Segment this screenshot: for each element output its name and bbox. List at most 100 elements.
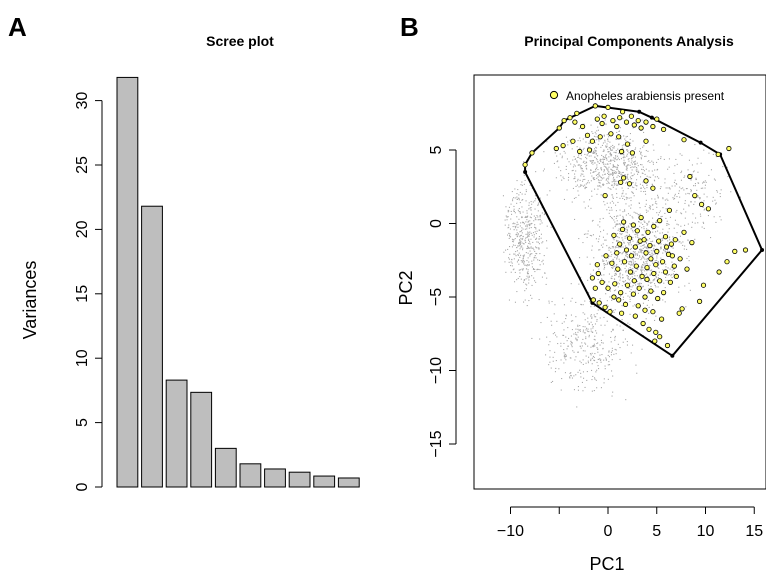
background-point: [597, 241, 599, 243]
background-point: [662, 269, 664, 271]
background-point: [570, 374, 572, 376]
background-point: [611, 370, 613, 372]
background-point: [616, 233, 618, 235]
background-point: [530, 207, 532, 209]
background-point: [707, 215, 709, 217]
arabiensis-point: [621, 259, 628, 265]
background-point: [608, 147, 610, 149]
arabiensis-point: [687, 173, 693, 180]
background-point: [704, 187, 706, 189]
background-point: [643, 220, 645, 222]
background-point: [662, 239, 664, 241]
background-point: [692, 171, 694, 173]
background-point: [634, 164, 636, 166]
background-point: [619, 172, 621, 174]
background-point: [592, 346, 594, 348]
background-point: [656, 176, 658, 178]
background-point: [514, 238, 516, 240]
background-point: [537, 247, 539, 249]
background-point: [582, 170, 584, 172]
background-point: [602, 159, 604, 161]
background-point: [580, 154, 582, 156]
background-point: [588, 182, 590, 184]
background-point: [592, 161, 594, 163]
background-point: [613, 157, 615, 159]
background-point: [615, 272, 617, 274]
background-point: [583, 160, 585, 162]
background-point: [639, 274, 641, 276]
background-point: [696, 163, 698, 165]
background-point: [629, 301, 631, 303]
background-point: [633, 161, 635, 163]
background-point: [648, 306, 650, 308]
background-point: [633, 257, 635, 259]
background-point: [621, 253, 623, 255]
background-point: [591, 190, 593, 192]
background-point: [654, 319, 656, 321]
background-point: [679, 241, 681, 243]
arabiensis-point: [696, 298, 703, 304]
background-point: [556, 161, 558, 163]
background-point: [613, 202, 615, 204]
background-point: [620, 224, 622, 226]
background-point: [640, 268, 642, 270]
background-point: [520, 278, 522, 280]
background-point: [604, 267, 606, 269]
background-point: [548, 302, 550, 304]
background-point: [576, 161, 578, 163]
arabiensis-point: [631, 278, 637, 284]
background-point: [617, 155, 619, 157]
background-point: [519, 202, 521, 204]
background-point: [617, 170, 619, 172]
background-point: [628, 279, 630, 281]
background-point: [577, 328, 579, 330]
background-point: [623, 225, 625, 227]
background-point: [519, 256, 521, 258]
background-point: [684, 224, 686, 226]
background-point: [649, 274, 651, 276]
background-point: [632, 260, 634, 262]
background-point: [634, 261, 636, 263]
background-point: [617, 175, 619, 177]
background-point: [657, 253, 659, 255]
background-point: [513, 229, 515, 231]
background-point: [610, 354, 612, 356]
background-point: [630, 289, 632, 291]
background-point: [512, 240, 514, 242]
pca-x-tick-label: 5: [652, 523, 661, 540]
background-point: [622, 218, 624, 220]
background-point: [591, 195, 593, 197]
background-point: [605, 293, 607, 295]
background-point: [615, 156, 617, 158]
background-point: [643, 244, 645, 246]
background-point: [682, 244, 684, 246]
background-point: [531, 284, 533, 286]
background-point: [642, 184, 644, 186]
background-point: [588, 356, 590, 358]
background-point: [654, 253, 656, 255]
background-point: [636, 269, 638, 271]
background-point: [518, 208, 520, 210]
arabiensis-point: [599, 120, 605, 127]
background-point: [617, 157, 619, 159]
background-point: [656, 257, 658, 259]
background-point: [529, 241, 531, 243]
background-point: [577, 180, 579, 182]
background-point: [585, 165, 587, 167]
background-point: [652, 231, 654, 233]
background-point: [624, 301, 626, 303]
background-point: [520, 234, 522, 236]
background-point: [628, 160, 630, 162]
background-point: [573, 178, 575, 180]
background-point: [630, 167, 632, 169]
background-point: [592, 177, 594, 179]
background-point: [644, 274, 646, 276]
background-point: [595, 170, 597, 172]
background-point: [592, 177, 594, 179]
background-point: [660, 263, 662, 265]
background-point: [651, 183, 653, 185]
background-point: [663, 158, 665, 160]
background-point: [665, 217, 667, 219]
background-point: [577, 325, 579, 327]
scree-bar-pc7: [264, 468, 286, 488]
